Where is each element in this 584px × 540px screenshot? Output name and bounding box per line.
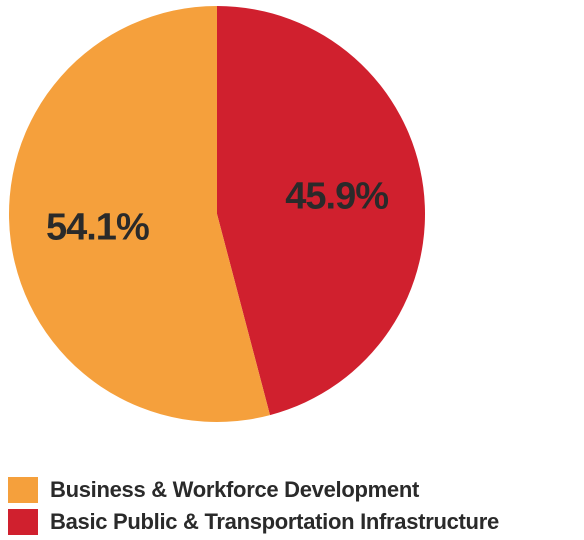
- legend-item-basic-public-infrastructure: Basic Public & Transportation Infrastruc…: [8, 507, 580, 537]
- legend-label-business-workforce: Business & Workforce Development: [50, 477, 419, 503]
- slice-value-label-1: 54.1%: [46, 207, 149, 249]
- legend: Business & Workforce Development Basic P…: [8, 475, 580, 539]
- pie-chart: 45.9% 54.1%: [0, 0, 584, 440]
- legend-label-basic-public-infrastructure: Basic Public & Transportation Infrastruc…: [50, 509, 499, 535]
- legend-swatch-basic-public-infrastructure: [8, 509, 38, 535]
- legend-swatch-business-workforce: [8, 477, 38, 503]
- legend-item-business-workforce: Business & Workforce Development: [8, 475, 580, 505]
- slice-value-label-0: 45.9%: [285, 176, 388, 218]
